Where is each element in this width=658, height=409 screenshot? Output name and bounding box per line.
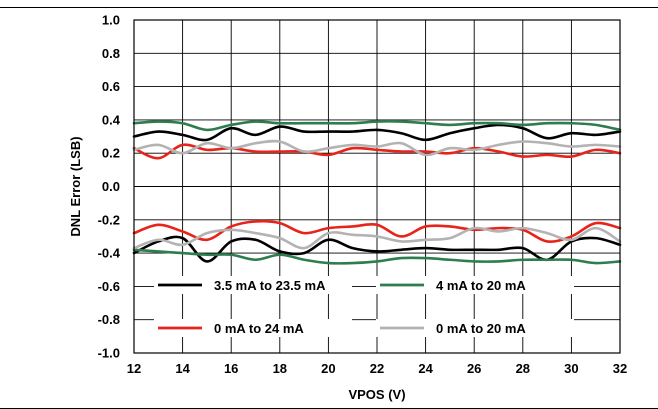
- series-line-3-0: [132, 139, 622, 157]
- tick-layer: 12 14 16 18 20 22 24 26 28 30 32 1.0 0.8 0.6 0.4 0.2 0.0…: [98, 13, 628, 377]
- series-line-0-0: [132, 123, 622, 142]
- y-axis-title: DNL Error (LSB): [68, 136, 83, 236]
- y-tick-label: -0.2: [98, 212, 120, 227]
- series-line-2-0: [132, 143, 622, 160]
- grid-layer: [134, 20, 620, 353]
- x-tick-label: 24: [418, 361, 433, 376]
- x-tick-label: 14: [175, 361, 190, 376]
- top-rule: [0, 7, 658, 8]
- series-layer: [132, 120, 622, 265]
- series-line-0-1: [132, 235, 622, 263]
- legend-background: [376, 319, 574, 337]
- x-axis-title: VPOS (V): [348, 387, 405, 402]
- legend-label: 4 mA to 20 mA: [436, 278, 526, 293]
- series-line-1-0: [132, 120, 622, 132]
- y-tick-label: 0.0: [102, 179, 120, 194]
- series-line-1-1: [132, 248, 622, 265]
- plot-frame: [133, 19, 621, 354]
- y-tick-label: 0.4: [102, 112, 121, 127]
- y-tick-label: -0.6: [98, 279, 120, 294]
- y-tick-label: 1.0: [102, 13, 120, 28]
- y-tick-label: -1.0: [98, 346, 120, 361]
- legend-background: [154, 276, 352, 294]
- y-tick-label: 0.8: [102, 46, 120, 61]
- x-tick-label: 30: [564, 361, 578, 376]
- x-tick-label: 26: [467, 361, 481, 376]
- y-tick-label: -0.4: [98, 246, 121, 261]
- x-tick-label: 12: [127, 361, 141, 376]
- y-tick-label: 0.6: [102, 79, 120, 94]
- y-tick-label: 0.2: [102, 146, 120, 161]
- x-tick-label: 16: [224, 361, 238, 376]
- x-tick-label: 22: [370, 361, 384, 376]
- legend-layer: 3.5 mA to 23.5 mA 4 mA to 20 mA 0 mA to 24…: [154, 276, 574, 337]
- x-tick-label: 32: [613, 361, 627, 376]
- series-line-3-1: [132, 226, 622, 250]
- legend-label: 3.5 mA to 23.5 mA: [214, 278, 326, 293]
- legend-background: [154, 319, 352, 337]
- legend-background: [376, 276, 574, 294]
- x-tick-label: 20: [321, 361, 335, 376]
- legend-label: 0 mA to 20 mA: [436, 321, 526, 336]
- legend-label: 0 mA to 24 mA: [214, 321, 304, 336]
- x-tick-label: 28: [516, 361, 530, 376]
- y-tick-label: -0.8: [98, 312, 120, 327]
- x-tick-label: 18: [273, 361, 287, 376]
- series-line-2-1: [132, 219, 622, 243]
